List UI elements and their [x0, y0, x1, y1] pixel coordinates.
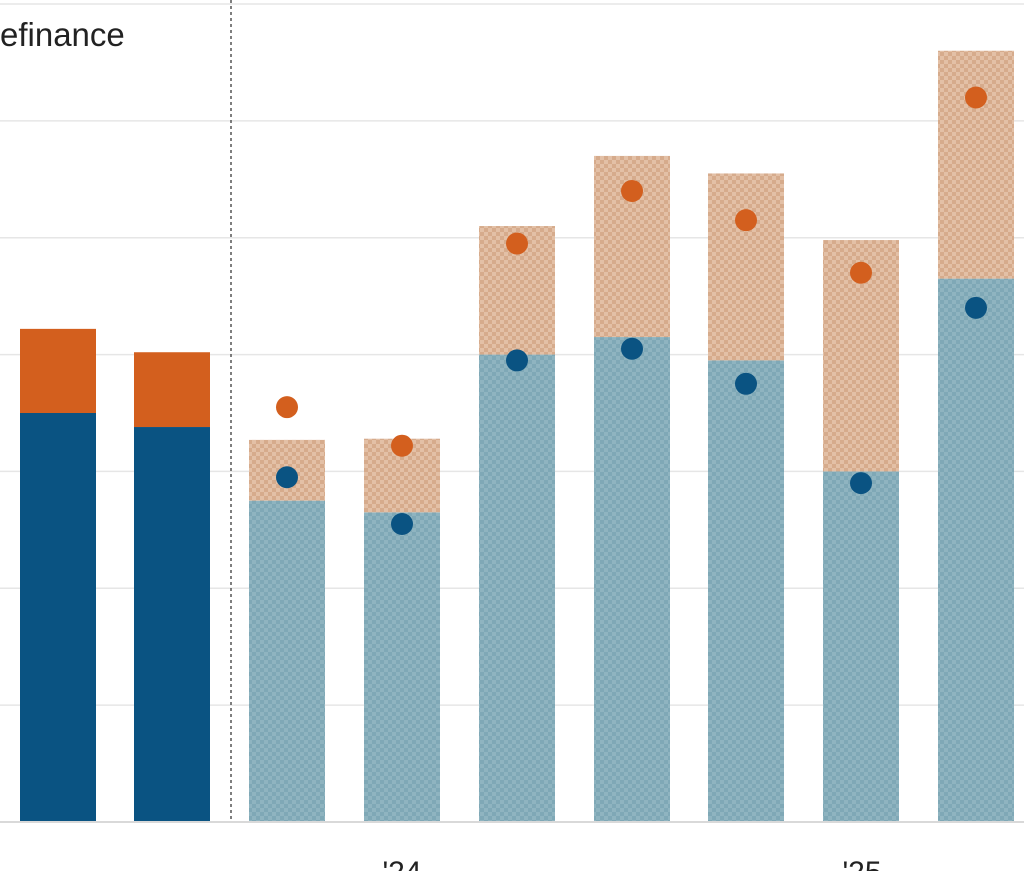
bar-actual-bottom	[134, 427, 210, 822]
marker-orange	[965, 86, 987, 109]
bar-projected-top	[938, 50, 1014, 279]
marker-blue	[850, 472, 872, 495]
bar-projected-top	[708, 173, 784, 361]
bar-projected-bottom	[938, 278, 1014, 823]
marker-orange	[735, 209, 757, 232]
marker-blue	[276, 466, 298, 489]
marker-orange	[850, 261, 872, 284]
x-tick-label: '24	[382, 856, 421, 871]
marker-blue	[506, 349, 528, 372]
bar-actual-bottom	[20, 413, 96, 822]
bar-projected-bottom	[364, 512, 440, 822]
legend-label: efinance	[0, 16, 125, 53]
bar-projected-bottom	[708, 360, 784, 822]
bar-actual-top	[20, 328, 96, 413]
markers	[276, 86, 987, 536]
bar-projected-bottom	[249, 500, 325, 822]
bars	[20, 50, 1014, 823]
bar-actual-top	[134, 352, 210, 428]
marker-orange	[391, 434, 413, 457]
marker-blue	[735, 372, 757, 395]
marker-orange	[621, 179, 643, 202]
x-tick-label: '25	[842, 856, 881, 871]
bar-projected-bottom	[479, 354, 555, 822]
marker-orange	[276, 396, 298, 419]
bar-projected-bottom	[594, 337, 670, 822]
marker-blue	[391, 513, 413, 536]
bar-projected-bottom	[823, 471, 899, 822]
marker-orange	[506, 232, 528, 255]
marker-blue	[621, 337, 643, 360]
marker-blue	[965, 296, 987, 319]
